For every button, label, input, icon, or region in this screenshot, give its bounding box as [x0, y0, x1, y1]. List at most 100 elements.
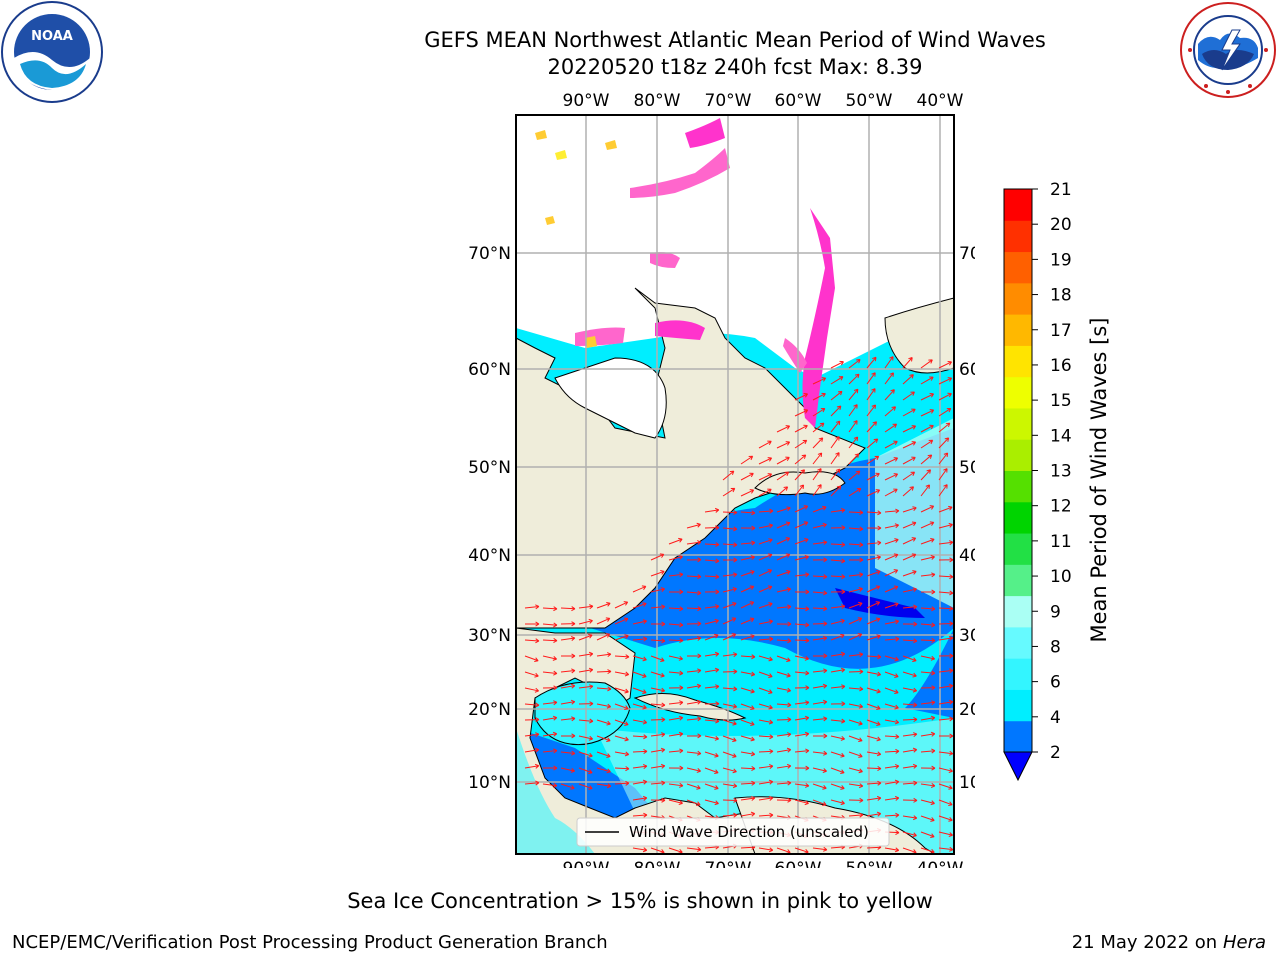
wind-wave-arrow: [776, 471, 790, 481]
wind-wave-arrow: [776, 425, 791, 433]
wind-wave-arrow: [650, 604, 666, 610]
wind-wave-arrow: [902, 780, 918, 786]
wind-wave-arrow: [668, 655, 684, 661]
wind-wave-arrow: [740, 687, 755, 694]
wind-wave-arrow: [650, 797, 666, 803]
map-subtitle: 20220520 t18z 240h fcst Max: 8.39: [547, 55, 923, 79]
wind-wave-arrow: [686, 799, 701, 807]
wind-wave-arrow: [866, 570, 881, 577]
wind-wave-arrow: [884, 748, 900, 754]
wind-wave-arrow: [830, 718, 846, 724]
national-weather-service-logo-icon: [1180, 2, 1276, 98]
wind-wave-arrow: [812, 422, 825, 433]
wind-wave-arrow: [686, 783, 701, 790]
wind-wave-arrow: [524, 747, 540, 753]
wind-wave-arrow: [758, 569, 773, 577]
lat-label-left: 20°N: [468, 700, 511, 720]
wind-wave-arrow: [578, 684, 594, 690]
lat-label-right: 10°N: [959, 773, 975, 793]
wind-wave-arrow: [776, 671, 791, 678]
period-colorbar: 2 4 6 8 9 10 11 12 13 14 15 16 17 18 19 20 21 Mean Perio…: [1003, 180, 1111, 782]
wind-wave-arrow: [938, 831, 953, 837]
wind-wave-arrow: [776, 717, 792, 723]
wind-wave-arrow: [830, 618, 845, 625]
wind-wave-arrow: [524, 732, 540, 738]
wind-wave-arrow: [830, 468, 841, 481]
wind-wave-arrow: [758, 847, 774, 853]
wind-wave-arrow: [650, 655, 665, 663]
wind-wave-arrow: [614, 703, 629, 710]
wind-wave-arrow: [866, 719, 881, 726]
wind-wave-arrow: [866, 634, 881, 641]
wind-wave-arrow: [902, 521, 917, 529]
wind-wave-arrow: [920, 715, 936, 721]
wind-wave-arrow: [848, 652, 864, 658]
wind-wave-arrow: [542, 655, 557, 661]
lon-label-top: 70°W: [705, 91, 752, 111]
colorbar-segment: [1004, 189, 1032, 221]
wind-wave-arrow: [614, 617, 629, 625]
wind-wave-arrow: [812, 606, 828, 612]
wind-wave-arrow: [812, 484, 822, 497]
wind-wave-arrow: [704, 751, 719, 758]
wind-wave-arrow: [686, 716, 702, 722]
wind-wave-arrow: [704, 542, 720, 548]
wind-wave-arrow: [812, 621, 828, 627]
wind-wave-arrow: [524, 604, 540, 610]
wind-wave-arrow: [920, 409, 935, 417]
wind-wave-arrow: [794, 700, 810, 706]
wind-wave-arrow: [812, 452, 823, 465]
wind-wave-arrow: [614, 780, 630, 786]
wind-wave-arrow: [758, 523, 774, 529]
wind-wave-arrow: [794, 454, 807, 465]
wind-wave-arrow: [812, 437, 824, 449]
wave-period-map: Wind Wave Direction (unscaled) 90°W 80°W…: [468, 91, 975, 868]
wind-wave-arrow: [938, 699, 954, 705]
wind-wave-arrow: [920, 606, 936, 612]
wind-wave-arrow: [920, 700, 936, 706]
wind-wave-arrow: [668, 670, 684, 676]
wind-wave-arrow: [812, 767, 827, 773]
wind-wave-arrow: [596, 652, 612, 658]
wind-wave-arrow: [938, 668, 954, 674]
wind-wave-arrow: [848, 526, 864, 532]
wind-wave-arrow: [920, 655, 936, 661]
wind-wave-arrow: [668, 715, 684, 721]
wind-wave-arrow: [920, 484, 931, 497]
wind-wave-arrow: [524, 638, 540, 644]
wind-wave-arrow: [524, 702, 540, 708]
wind-wave-arrow: [722, 601, 737, 609]
wind-wave-arrow: [812, 750, 828, 756]
wind-wave-arrow: [740, 654, 756, 660]
wind-wave-arrow: [596, 601, 611, 609]
wind-wave-arrow: [650, 671, 665, 678]
wind-wave-arrow: [794, 484, 805, 497]
cuba-hispaniola: [633, 693, 747, 721]
wind-wave-arrow: [650, 621, 666, 627]
wind-wave-arrow: [938, 522, 953, 529]
wind-wave-arrow: [776, 655, 791, 663]
wind-wave-arrow: [938, 484, 948, 497]
wind-wave-arrow: [704, 525, 720, 531]
wind-wave-arrow: [686, 683, 702, 689]
wind-wave-arrow: [632, 734, 648, 740]
wind-wave-arrow: [632, 671, 647, 678]
footer-date-text: 21 May 2022 on: [1071, 932, 1218, 953]
colorbar-tick-label: 15: [1050, 391, 1072, 411]
wind-wave-arrow: [740, 525, 756, 531]
wind-wave-arrow: [938, 505, 953, 513]
wind-wave-arrow: [812, 522, 827, 529]
wind-wave-arrow: [758, 488, 772, 497]
lat-label-right: 70°N: [959, 244, 975, 264]
wind-wave-arrow: [902, 570, 917, 577]
wind-wave-arrow: [776, 780, 792, 786]
wind-wave-arrow: [902, 374, 914, 385]
wind-wave-arrow: [632, 602, 647, 609]
colorbar-segment: [1004, 626, 1032, 659]
wind-wave-arrow: [794, 670, 810, 676]
colorbar-tick-label: 16: [1050, 356, 1072, 376]
wind-wave-arrow: [758, 585, 773, 593]
wind-wave-arrow: [758, 655, 773, 662]
lon-label-top: 80°W: [634, 91, 681, 111]
colorbar-segment: [1004, 345, 1032, 378]
